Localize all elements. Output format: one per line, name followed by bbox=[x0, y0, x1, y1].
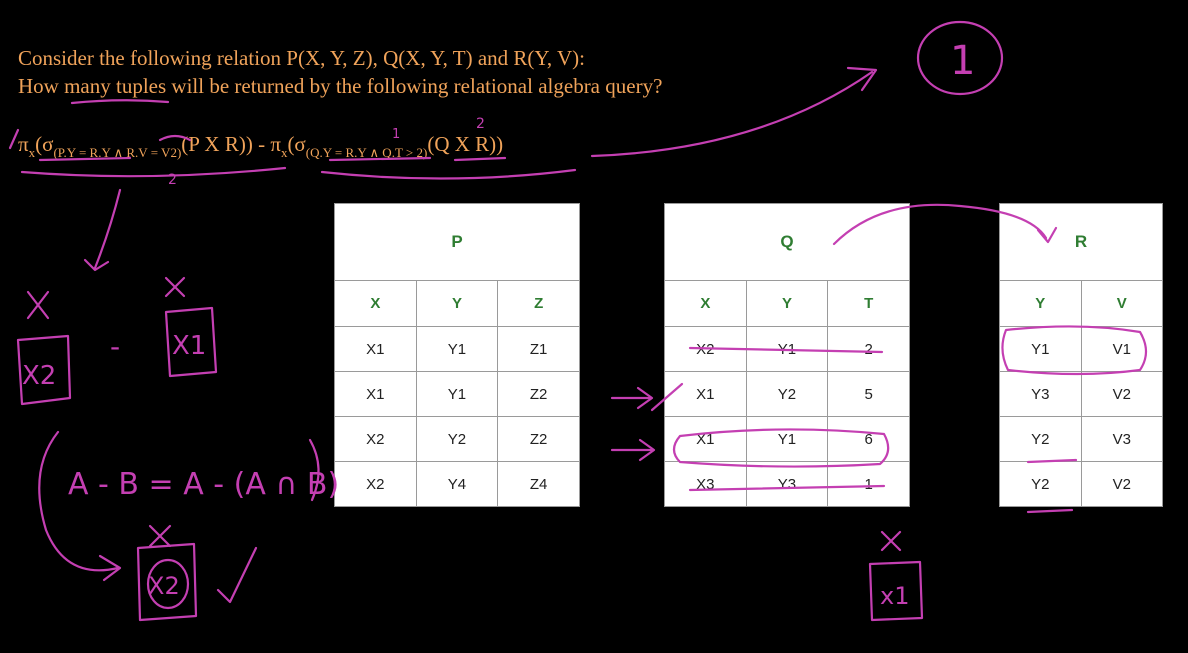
cell: X2 bbox=[334, 461, 417, 507]
mark-number-2: 2 bbox=[476, 116, 485, 132]
mark-number-1: 1 bbox=[392, 127, 400, 142]
right-result-x1: x1 bbox=[880, 582, 909, 610]
left-box-x2: X2 bbox=[22, 361, 56, 391]
table-row: X1 Y1 Z1 bbox=[334, 326, 580, 372]
cell: X1 bbox=[664, 416, 747, 462]
table-row: X2 Y4 Z4 bbox=[334, 461, 580, 507]
cell: V2 bbox=[1080, 461, 1163, 507]
cell: V2 bbox=[1080, 371, 1163, 417]
cell: Y3 bbox=[745, 461, 829, 507]
cell: Z2 bbox=[497, 416, 580, 462]
question-line-1: Consider the following relation P(X, Y, … bbox=[18, 46, 585, 70]
cell: X1 bbox=[664, 371, 747, 417]
cell: 5 bbox=[827, 371, 910, 417]
cell: 1 bbox=[827, 461, 910, 507]
projection-attr-1: x bbox=[28, 145, 36, 160]
table-p-col-y: Y bbox=[415, 280, 499, 327]
cell: 2 bbox=[827, 326, 910, 372]
sigma-1: (σ bbox=[35, 132, 54, 156]
cell: Y1 bbox=[415, 371, 499, 417]
question-line-2: How many tuples will be returned by the … bbox=[18, 74, 663, 98]
cell: Z2 bbox=[497, 371, 580, 417]
cell: Z4 bbox=[497, 461, 580, 507]
table-p-col-z: Z bbox=[497, 280, 580, 327]
table-row: Y2 V2 bbox=[999, 461, 1163, 507]
selection-condition-1: (P.Y = R.Y ∧ R.V = V2) bbox=[53, 145, 182, 160]
cell: V1 bbox=[1080, 326, 1163, 372]
product-2: (Q X R)) bbox=[427, 132, 504, 156]
left-minus: - bbox=[110, 330, 120, 363]
cell: X3 bbox=[664, 461, 747, 507]
cell: 6 bbox=[827, 416, 910, 462]
product-1: (P X R)) - π bbox=[181, 132, 281, 156]
cell: V3 bbox=[1080, 416, 1163, 462]
table-row: X1 Y2 5 bbox=[664, 371, 910, 417]
cell: Y2 bbox=[745, 371, 829, 417]
table-q: Q X Y T X2 Y1 2 X1 Y2 5 X1 Y1 6 X3 Y3 1 bbox=[664, 203, 910, 507]
cell: Y4 bbox=[415, 461, 499, 507]
table-row: Y2 V3 bbox=[999, 416, 1163, 462]
table-q-title: Q bbox=[664, 203, 910, 281]
table-row: X3 Y3 1 bbox=[664, 461, 910, 507]
cell: X1 bbox=[334, 326, 417, 372]
table-r-col-v: V bbox=[1080, 280, 1163, 327]
table-r-title: R bbox=[999, 203, 1163, 281]
table-q-col-y: Y bbox=[745, 280, 829, 327]
cell: Y1 bbox=[415, 326, 499, 372]
table-row: Y1 V1 bbox=[999, 326, 1163, 372]
cell: X2 bbox=[334, 416, 417, 462]
projection-attr-2: x bbox=[280, 145, 288, 160]
sigma-2: (σ bbox=[287, 132, 306, 156]
table-p-col-x: X bbox=[334, 280, 417, 327]
left-box-x1: X1 bbox=[172, 331, 206, 361]
circled-answer: 1 bbox=[950, 38, 975, 84]
result-x2: X2 bbox=[148, 572, 180, 600]
table-p-title: P bbox=[334, 203, 580, 281]
relational-algebra-query: πx(σ(P.Y = R.Y ∧ R.V = V2)(P X R)) - πx(… bbox=[18, 132, 504, 160]
table-p: P X Y Z X1 Y1 Z1 X1 Y1 Z2 X2 Y2 Z2 X2 Y4 Z4 bbox=[334, 203, 580, 507]
cell: Y2 bbox=[999, 461, 1082, 507]
pi-symbol-1: π bbox=[18, 132, 29, 156]
set-identity: A - B = A - (A ∩ B) bbox=[68, 467, 339, 502]
table-row: X1 Y1 6 bbox=[664, 416, 910, 462]
table-r-col-y: Y bbox=[999, 280, 1082, 327]
selection-condition-2: (Q.Y = R.Y ∧ Q.T > 2) bbox=[305, 145, 428, 160]
table-r: R Y V Y1 V1 Y3 V2 Y2 V3 Y2 V2 bbox=[999, 203, 1163, 507]
cell: Y1 bbox=[745, 416, 829, 462]
cell: Z1 bbox=[497, 326, 580, 372]
mark-number-2b: 2 bbox=[168, 172, 177, 188]
